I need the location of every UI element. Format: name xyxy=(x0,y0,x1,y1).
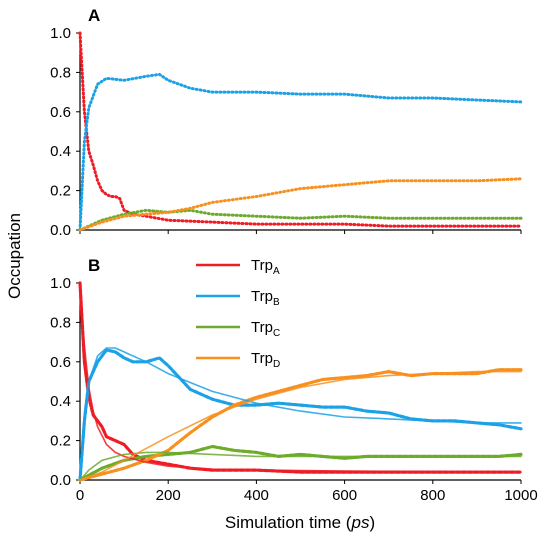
series-line-trpa-fit xyxy=(79,282,522,473)
y-tick-label: 0.2 xyxy=(50,183,71,200)
x-axis-label-unit: ps xyxy=(350,513,369,532)
legend-label-trpd: TrpD xyxy=(251,350,280,370)
x-axis-label-close: ) xyxy=(369,513,375,532)
y-tick-label: 1.0 xyxy=(50,275,71,292)
panel-letter: B xyxy=(88,256,100,275)
series-line-trpc xyxy=(78,444,523,482)
y-tick-label: 0.6 xyxy=(50,104,71,121)
x-tick-label: 200 xyxy=(156,487,181,504)
legend-label-trpa: TrpA xyxy=(251,257,280,277)
y-tick-label: 0.4 xyxy=(50,393,71,410)
series-line-trpd-fit xyxy=(79,370,522,481)
x-axis-label: Simulation time (ps) xyxy=(225,513,375,532)
x-tick-label: 400 xyxy=(244,487,269,504)
x-tick-label: 1000 xyxy=(504,487,537,504)
y-tick-label: 0.0 xyxy=(50,472,71,489)
legend-label-trpb: TrpB xyxy=(251,288,280,308)
x-tick-label: 800 xyxy=(420,487,445,504)
series-line-trpa xyxy=(78,31,523,228)
y-tick-label: 0.2 xyxy=(50,433,71,450)
series-line-trpd xyxy=(78,368,523,482)
y-tick-label: 0.4 xyxy=(50,143,71,160)
x-tick-label: 600 xyxy=(332,487,357,504)
y-axis-label: Occupation xyxy=(5,213,24,299)
series-line-trpc xyxy=(78,208,523,232)
legend-label-trpc: TrpC xyxy=(251,319,280,339)
y-tick-label: 0.8 xyxy=(50,314,71,331)
series-line-trpa xyxy=(78,281,523,474)
y-tick-label: 0.8 xyxy=(50,64,71,81)
panel-letter: A xyxy=(88,6,100,25)
y-tick-label: 0.6 xyxy=(50,354,71,371)
panel-b: 0.0 0.2 0.4 0.6 0.8 1.0 0 200 400 600 800 1000 B xyxy=(50,256,538,504)
x-axis-label-main: Simulation time ( xyxy=(225,513,352,532)
panel-a: 0.0 0.2 0.4 0.6 0.8 1.0 A xyxy=(50,6,523,239)
legend: TrpA TrpB TrpC TrpD xyxy=(196,257,280,370)
y-tick-label: 1.0 xyxy=(50,25,71,42)
series-line-trpb-fit xyxy=(79,347,522,481)
series-line-trpc-fit xyxy=(79,451,522,481)
series-line-trpb xyxy=(78,72,523,232)
series-line-trpd xyxy=(78,177,523,232)
y-tick-label: 0.0 xyxy=(50,222,71,239)
x-tick-label: 0 xyxy=(76,487,84,504)
